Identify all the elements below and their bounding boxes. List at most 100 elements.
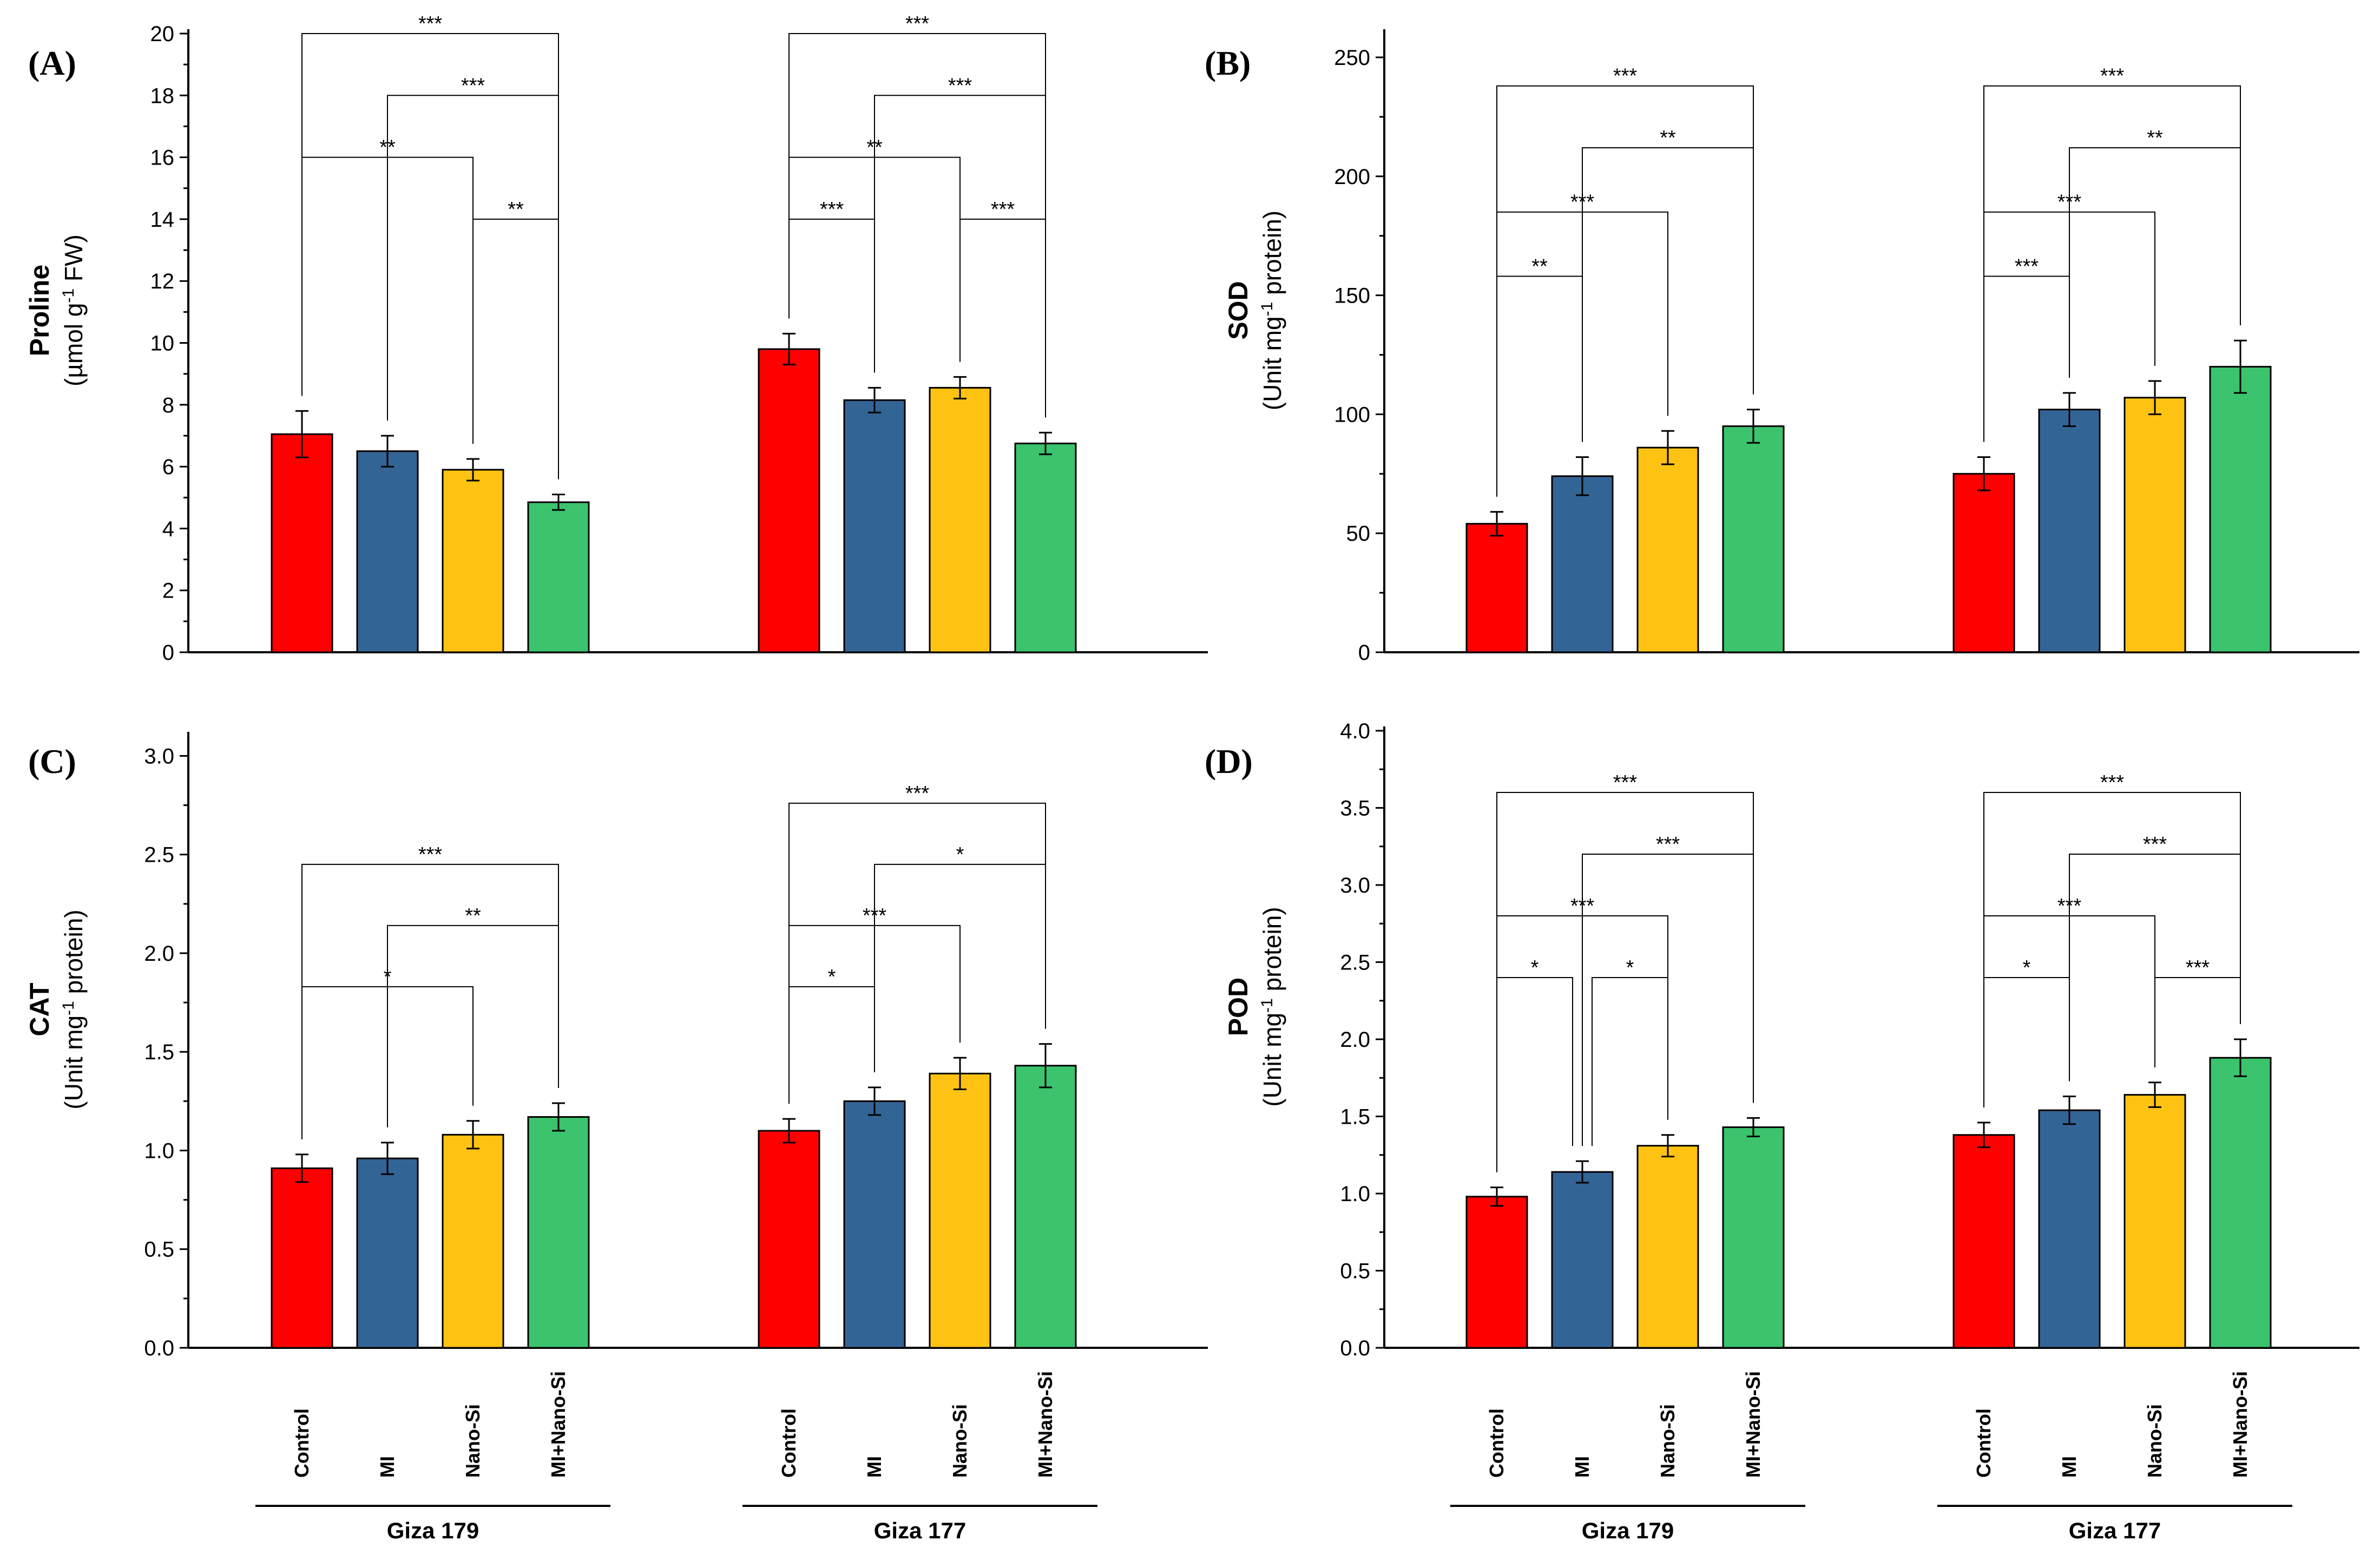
y-tick-label: 1.0 — [1340, 1182, 1370, 1206]
y-tick-label: 8 — [162, 394, 174, 417]
significance-label: ** — [1531, 255, 1548, 278]
significance-bracket — [1592, 977, 1668, 1146]
bar-mi — [2038, 1109, 2101, 1349]
y-axis-label: POD — [1223, 978, 1253, 1036]
y-tick-label: 6 — [162, 455, 174, 479]
y-axis-label: CAT — [24, 982, 55, 1036]
bar-mi — [843, 1100, 906, 1349]
y-axis-unit: (Unit mg-1 protein) — [60, 909, 88, 1109]
significance-bracket — [1496, 276, 1583, 497]
bar-nano-si — [929, 386, 991, 653]
significance-bracket — [788, 218, 875, 373]
group-label: Giza 177 — [2069, 1518, 2161, 1543]
group-giza-179: ********** — [271, 12, 590, 653]
category-label: MI+Nano-Si — [2229, 1371, 2251, 1478]
bar-nano-si — [2123, 1094, 2186, 1349]
significance-label: *** — [1570, 895, 1595, 917]
y-tick-label: 2.5 — [144, 843, 174, 867]
y-tick-label: 0 — [1358, 641, 1370, 665]
panel-a: (A) 0 2 4 6 8 10 12 14 16 18 20 Proline (µmol g-1 FW)… — [24, 12, 1208, 665]
y-tick-label: 2.0 — [144, 942, 174, 966]
significance-label: ** — [379, 136, 396, 159]
y-tick-label: 1.5 — [144, 1040, 174, 1064]
group-label: Giza 179 — [387, 1518, 479, 1543]
panel-c: (C) 0.0 0.5 1.0 1.5 2.0 2.5 3.0 CAT(Unit mg-1 pr… — [24, 732, 1208, 1543]
bar-mi-nano-si — [1722, 425, 1785, 653]
y-tick-label: 2.5 — [1340, 951, 1370, 975]
y-tick-label: 0.0 — [1340, 1336, 1370, 1360]
y-tick-label: 2.0 — [1340, 1028, 1370, 1052]
y-axis-unit: (Unit mg-1 protein) — [1258, 907, 1287, 1106]
panel-label: (A) — [28, 44, 76, 82]
bar-mi — [1551, 1171, 1614, 1349]
significance-bracket — [2069, 147, 2241, 378]
significance-label: *** — [2015, 255, 2039, 278]
category-label: MI — [376, 1456, 398, 1478]
significance-label: ** — [465, 904, 481, 927]
y-tick-label: 0 — [162, 641, 174, 665]
category-label: MI+Nano-Si — [1034, 1371, 1056, 1478]
significance-label: *** — [905, 782, 930, 805]
bar-control — [271, 1167, 333, 1349]
bar-mi — [356, 450, 419, 653]
significance-label: *** — [418, 843, 443, 866]
significance-bracket — [301, 863, 559, 1139]
y-tick-label: 0.5 — [144, 1238, 174, 1262]
significance-label: *** — [418, 12, 443, 35]
significance-label: *** — [2143, 833, 2167, 856]
significance-label: * — [956, 843, 964, 866]
bar-nano-si — [442, 1133, 504, 1349]
panel-label: (C) — [28, 742, 76, 781]
group-label: Giza 177 — [874, 1518, 966, 1543]
panel-label: (D) — [1205, 742, 1253, 781]
bar-mi-nano-si — [2209, 1057, 2272, 1349]
significance-label: * — [1626, 956, 1634, 979]
significance-bracket — [1582, 854, 1754, 1146]
significance-label: *** — [820, 198, 844, 221]
category-label: MI — [2058, 1456, 2080, 1478]
bar-mi-nano-si — [1014, 1065, 1077, 1349]
bar-mi — [356, 1157, 419, 1349]
y-tick-label: 150 — [1334, 284, 1370, 308]
bar-nano-si — [1636, 1145, 1699, 1349]
significance-label: * — [1531, 956, 1539, 979]
y-axis-label: SOD — [1223, 281, 1253, 339]
bar-mi-nano-si — [527, 1116, 590, 1349]
significance-bracket — [2154, 977, 2241, 1067]
bar-nano-si — [2123, 397, 2186, 653]
significance-bracket — [959, 218, 1046, 418]
significance-label: *** — [1570, 191, 1595, 214]
significance-label: ** — [866, 136, 883, 159]
significance-bracket — [788, 33, 1046, 418]
significance-bracket — [1496, 977, 1573, 1172]
bar-mi-nano-si — [527, 501, 590, 653]
significance-label: *** — [461, 74, 485, 97]
bar-mi-nano-si — [1014, 442, 1077, 653]
bar-nano-si — [929, 1072, 991, 1349]
bar-control — [1952, 1134, 2015, 1349]
group-giza-179: ********** *Control MI Nano-Si MI+Nano-SiGiz… — [1450, 771, 1805, 1543]
y-tick-label: 100 — [1334, 403, 1370, 427]
significance-label: *** — [1656, 833, 1680, 856]
significance-bracket — [472, 218, 559, 480]
y-tick-label: 10 — [150, 332, 175, 356]
bar-control — [1952, 473, 2015, 653]
significance-label: * — [2023, 956, 2031, 979]
bar-mi-nano-si — [1722, 1126, 1785, 1349]
significance-bracket — [1983, 276, 2070, 442]
y-tick-label: 4.0 — [1340, 719, 1370, 743]
category-label: Control — [1485, 1408, 1508, 1478]
group-giza-177: *********** *** — [758, 12, 1077, 653]
significance-bracket — [1983, 977, 2070, 1107]
significance-bracket — [788, 802, 1046, 1104]
significance-label: *** — [2100, 65, 2125, 88]
category-label: MI+Nano-Si — [1742, 1371, 1764, 1478]
significance-label: *** — [2100, 771, 2125, 794]
bar-mi — [1551, 475, 1614, 653]
y-tick-label: 200 — [1334, 165, 1370, 189]
bar-nano-si — [1636, 447, 1699, 653]
bar-control — [1465, 1196, 1528, 1349]
